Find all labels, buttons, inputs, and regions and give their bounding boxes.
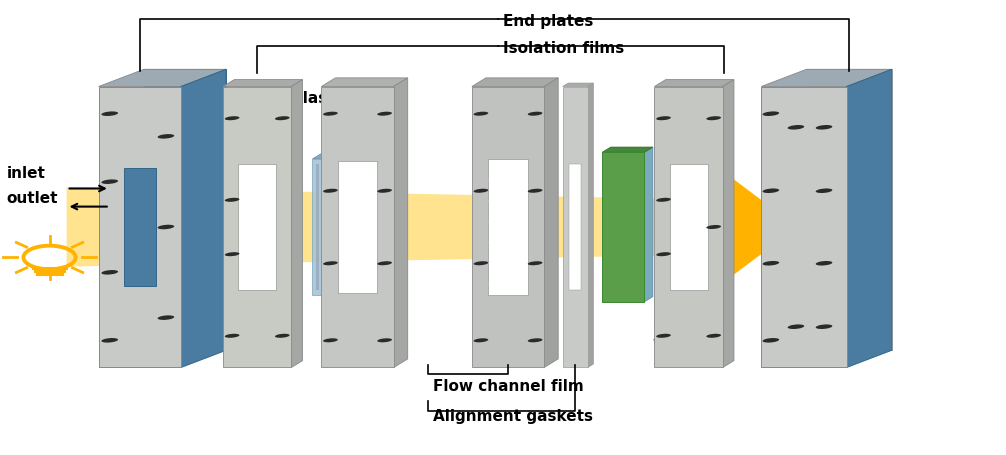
Ellipse shape [102,112,118,117]
Polygon shape [670,164,707,291]
Polygon shape [722,81,734,368]
Polygon shape [313,160,352,295]
Polygon shape [328,164,331,291]
Ellipse shape [788,126,804,130]
Ellipse shape [224,334,239,338]
Ellipse shape [763,338,780,343]
Ellipse shape [102,338,118,343]
Ellipse shape [763,262,780,266]
Text: Isolation films: Isolation films [503,41,625,56]
Ellipse shape [656,253,671,257]
Text: outlet: outlet [6,191,58,206]
Ellipse shape [656,117,671,121]
Polygon shape [238,164,277,291]
Polygon shape [313,155,361,160]
Ellipse shape [224,198,239,202]
Polygon shape [124,169,156,286]
Polygon shape [144,70,226,350]
Polygon shape [99,87,181,368]
Polygon shape [340,164,343,291]
Ellipse shape [323,112,338,116]
Polygon shape [393,79,407,368]
Polygon shape [472,79,558,87]
Text: inlet: inlet [6,166,45,181]
Ellipse shape [158,135,174,139]
Ellipse shape [763,189,780,193]
Polygon shape [603,148,653,153]
Ellipse shape [656,334,671,338]
Polygon shape [569,164,581,291]
Ellipse shape [706,334,721,338]
Text: glass: glass [293,91,337,106]
Polygon shape [472,87,544,368]
Polygon shape [847,70,891,368]
Ellipse shape [275,334,290,338]
Ellipse shape [816,262,832,266]
Ellipse shape [323,262,338,266]
Polygon shape [66,188,733,267]
Text: End plates: End plates [503,14,594,29]
Ellipse shape [528,189,542,193]
Ellipse shape [706,226,721,229]
Ellipse shape [474,112,488,116]
Polygon shape [544,79,558,368]
Polygon shape [321,79,407,87]
Polygon shape [807,70,891,350]
Ellipse shape [816,189,832,193]
Ellipse shape [816,126,832,130]
Polygon shape [99,70,226,87]
Ellipse shape [158,316,174,320]
Polygon shape [334,164,337,291]
Polygon shape [645,148,653,302]
Ellipse shape [706,117,721,121]
Ellipse shape [656,198,671,202]
Polygon shape [655,87,722,368]
Polygon shape [322,164,325,291]
Ellipse shape [102,270,118,275]
Ellipse shape [528,339,542,343]
Polygon shape [562,87,588,368]
Text: Alignment gaskets: Alignment gaskets [433,408,593,423]
Ellipse shape [474,262,488,266]
Ellipse shape [224,117,239,121]
Polygon shape [352,155,361,295]
Ellipse shape [323,339,338,343]
Polygon shape [223,81,303,87]
Polygon shape [338,162,376,293]
Ellipse shape [474,189,488,193]
Text: Flow channel film: Flow channel film [433,378,583,393]
Polygon shape [321,87,393,368]
Ellipse shape [323,189,338,193]
Ellipse shape [275,117,290,121]
Polygon shape [292,81,303,368]
Polygon shape [603,153,645,302]
Polygon shape [762,87,847,368]
Ellipse shape [158,225,174,230]
Ellipse shape [377,262,392,266]
Ellipse shape [816,325,832,329]
Polygon shape [762,70,891,87]
Ellipse shape [788,325,804,329]
Polygon shape [655,81,734,87]
Polygon shape [317,164,320,291]
Polygon shape [562,84,594,87]
Polygon shape [588,84,594,368]
Text: glass
with PC: glass with PC [654,318,718,350]
Ellipse shape [224,253,239,257]
Ellipse shape [528,262,542,266]
Polygon shape [223,87,292,368]
Ellipse shape [377,339,392,343]
Ellipse shape [377,189,392,193]
Polygon shape [488,160,528,295]
Ellipse shape [377,112,392,116]
Ellipse shape [528,112,542,116]
Ellipse shape [763,112,780,117]
Polygon shape [346,164,349,291]
Polygon shape [181,70,226,368]
Ellipse shape [474,339,488,343]
Ellipse shape [102,180,118,185]
